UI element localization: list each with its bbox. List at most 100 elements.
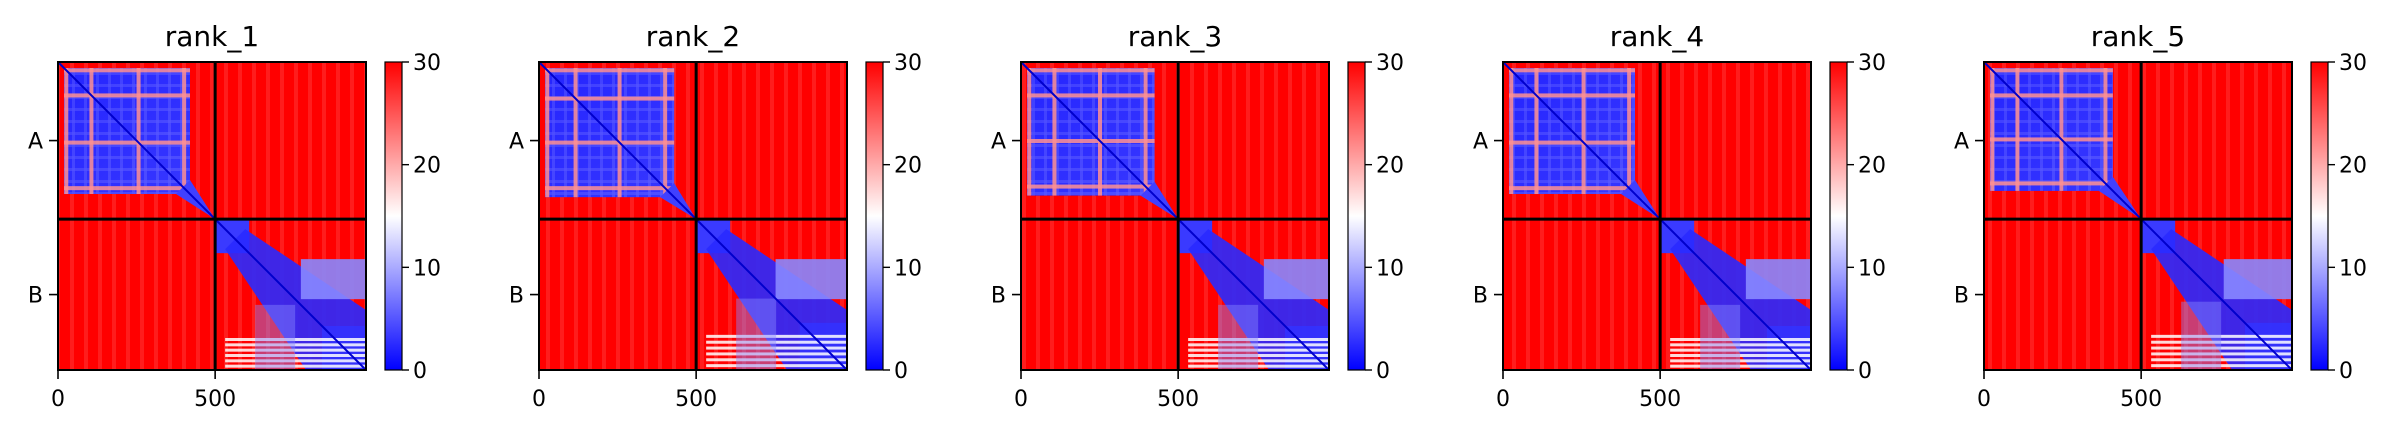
colorbar-tick-label: 20 <box>1376 154 1404 179</box>
chain-a-band-col <box>1534 68 1539 194</box>
chain-a-band-row <box>545 140 675 145</box>
chain-a-band-col <box>1581 68 1586 194</box>
diagonal-line <box>1502 61 1812 371</box>
chain-a-band-row <box>64 186 190 191</box>
colorbar-tick-label: 20 <box>413 154 441 179</box>
y-tick-label: A <box>28 130 43 155</box>
chain-b-left-block <box>1700 304 1741 370</box>
chain-a-band-col <box>545 68 550 198</box>
chain-b-stripe-row <box>706 358 847 362</box>
chain-b-stripe-row <box>1188 359 1329 363</box>
colorbar-tick-label: 0 <box>413 359 427 384</box>
colorbar-tick-label: 0 <box>1858 359 1872 384</box>
plot-frame <box>538 61 848 371</box>
colorbar-tick-label: 30 <box>2339 51 2367 76</box>
chain-b-stripe-row <box>1670 364 1811 368</box>
chain-b-stripe-row <box>2151 352 2292 356</box>
colorbar-tick-label: 20 <box>2339 154 2367 179</box>
colorbar-tick-label: 0 <box>2339 359 2353 384</box>
colorbar <box>2310 61 2329 371</box>
x-tick-label: 500 <box>2120 387 2162 412</box>
chain-b-left-block <box>2181 301 2222 370</box>
x-tick-label: 0 <box>532 387 546 412</box>
chain-a-band-row <box>64 93 190 98</box>
y-tick-label: B <box>991 284 1006 309</box>
colorbar-tick-label: 30 <box>894 51 922 76</box>
chain-a-band-col <box>1052 68 1057 196</box>
chain-a-band-col <box>182 68 187 194</box>
chain-a-band-col <box>573 68 578 198</box>
chain-a-band-row <box>1027 184 1155 189</box>
chain-b-upper-block <box>1263 259 1329 300</box>
colorbar <box>865 61 884 371</box>
panel-rank_2: rank_2 0 500 A B 0 10 20 30 <box>509 20 922 412</box>
chain-b-stripe-row <box>706 340 847 344</box>
chain-a-band-col <box>1990 68 1995 191</box>
chain-b-stripe-row <box>706 352 847 356</box>
colorbar-tick-label: 10 <box>2339 256 2367 281</box>
x-tick-label: 0 <box>1496 387 1510 412</box>
colorbar-tick-label: 0 <box>1376 359 1390 384</box>
chain-a-band-row <box>1509 140 1635 145</box>
x-tick-label: 500 <box>1639 387 1681 412</box>
chain-a-band-row <box>1990 181 2113 186</box>
chain-a-band-row <box>1509 68 1635 73</box>
chain-b-left-block <box>255 304 296 370</box>
colorbar-tick-label: 10 <box>1376 256 1404 281</box>
chain-b-upper-block <box>300 259 366 300</box>
chain-b-stripe-row <box>1188 354 1329 357</box>
panel-rank_5: rank_5 0 500 A B 0 10 20 30 <box>1954 20 2367 412</box>
chain-b-stripe-row <box>2151 346 2292 350</box>
colorbar-tick-label: 10 <box>1858 256 1886 281</box>
panel-rank_4: rank_4 0 500 A B 0 10 20 30 <box>1473 20 1886 412</box>
chain-a-band-row <box>1990 93 2113 98</box>
chain-a-band-row <box>1027 139 1155 143</box>
chain-b-left-block <box>1218 304 1259 370</box>
chain-a-band-row <box>545 96 675 101</box>
chain-a-band-col <box>1627 68 1632 194</box>
chain-a-band-col <box>663 68 668 198</box>
plot-frame <box>1020 61 1330 371</box>
chain-a-band-row <box>64 140 190 145</box>
panel-title: rank_1 <box>165 20 259 53</box>
chain-b-stripe-row <box>1670 338 1811 341</box>
chain-a-band-row <box>1509 186 1635 191</box>
colorbar-tick-label: 30 <box>413 51 441 76</box>
chain-a-band-col <box>2103 68 2108 191</box>
chain-a-band-col <box>1098 68 1102 196</box>
chain-b-left-block <box>736 298 777 370</box>
chain-a-band-col <box>1143 68 1148 196</box>
plot-frame <box>1983 61 2293 371</box>
x-tick-label: 500 <box>675 387 717 412</box>
diagonal-line <box>1020 61 1330 371</box>
chain-a-band-col <box>617 68 622 198</box>
chain-a-band-col <box>1509 68 1514 194</box>
chain-b-stripe-row <box>706 334 847 338</box>
chain-b-stripe-row <box>1670 354 1811 357</box>
chain-a-band-row <box>64 68 190 73</box>
chain-b-stripe-row <box>225 359 366 363</box>
chain-a-band-row <box>1027 68 1155 73</box>
chain-b-stripe-row <box>1188 343 1329 347</box>
panel-title: rank_5 <box>2091 20 2185 53</box>
chain-b-upper-block <box>775 259 847 300</box>
colorbar-tick-label: 10 <box>894 256 922 281</box>
chain-a-band-col <box>136 68 141 194</box>
chain-b-stripe-row <box>1188 338 1329 341</box>
y-tick-label: A <box>1954 130 1969 155</box>
y-tick-label: A <box>1473 130 1488 155</box>
diagonal-line <box>538 61 848 371</box>
colorbar-tick-label: 0 <box>894 359 908 384</box>
chain-a-band-row <box>1990 137 2113 142</box>
panel-title: rank_2 <box>646 20 740 53</box>
chain-b-upper-block <box>1745 259 1811 300</box>
chain-a-band-col <box>64 68 69 194</box>
chain-b-stripe-row <box>225 348 366 352</box>
colorbar <box>384 61 403 371</box>
chain-a-band-row <box>1509 93 1635 98</box>
chain-b-stripe-row <box>2151 358 2292 362</box>
chain-b-stripe-row <box>225 354 366 357</box>
colorbar-tick-label: 30 <box>1376 51 1404 76</box>
chain-a-band-row <box>545 186 675 191</box>
